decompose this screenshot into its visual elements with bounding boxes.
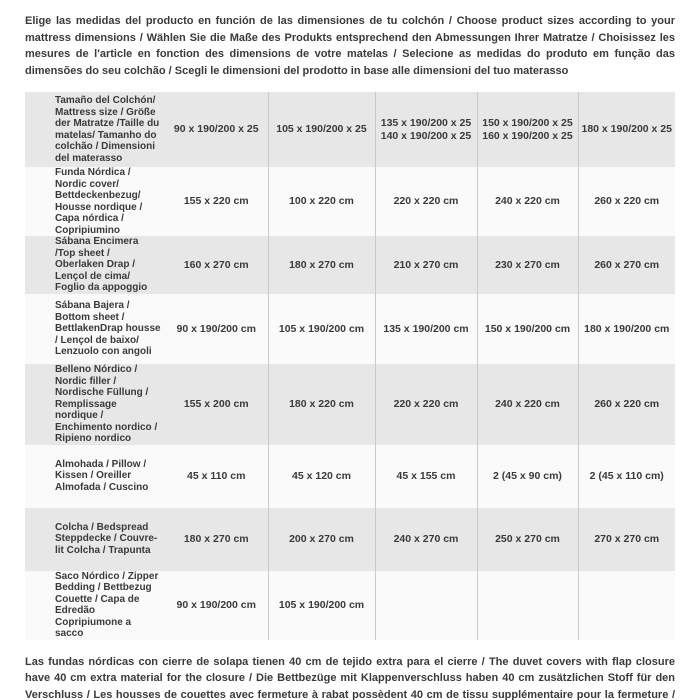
table-cell bbox=[476, 570, 578, 640]
table-cell: 90 x 190/200 cm bbox=[176, 322, 256, 335]
row-label: Belleno Nórdico / Nordic filler / Nordis… bbox=[55, 364, 158, 444]
row-label: Saco Nórdico / Zipper Bedding / Bettbezu… bbox=[55, 570, 159, 640]
table-cell: 105 x 190/200 cm bbox=[267, 570, 375, 640]
intro-text: Elige las medidas del producto en funció… bbox=[25, 15, 675, 77]
size-table: Tamaño del Colchón/ Mattress size / Größ… bbox=[25, 92, 675, 640]
table-row-nordic-filler: Belleno Nórdico / Nordic filler / Nordis… bbox=[25, 364, 675, 445]
table-cell: 180 x 190/200 x 25 bbox=[577, 92, 675, 167]
table-cell: 155 x 200 cm bbox=[183, 397, 249, 410]
table-cell: 150 x 190/200 x 25 160 x 190/200 x 25 bbox=[476, 92, 578, 167]
table-cell: 90 x 190/200 cm bbox=[176, 598, 256, 611]
table-row-top-sheet: Sábana Encimera /Top sheet / Oberlaken D… bbox=[25, 236, 675, 294]
table-cell: 45 x 155 cm bbox=[374, 444, 477, 508]
table-cell: 180 x 190/200 cm bbox=[577, 294, 675, 364]
table-row-bottom-sheet: Sábana Bajera / Bottom sheet / Bettlaken… bbox=[25, 294, 675, 364]
table-cell: 250 x 270 cm bbox=[476, 507, 578, 571]
table-cell: 210 x 270 cm bbox=[374, 236, 477, 294]
table-row-nordic-cover: Funda Nórdica / Nordic cover/ Bettdecken… bbox=[25, 167, 675, 236]
table-cell: 105 x 190/200 cm bbox=[267, 294, 375, 364]
table-cell: 160 x 270 cm bbox=[183, 258, 249, 271]
table-row-pillow: Almohada / Pillow / Kissen / Oreiller Al… bbox=[25, 444, 675, 508]
table-cell bbox=[374, 570, 477, 640]
table-cell: 220 x 220 cm bbox=[374, 167, 477, 236]
table-cell: 45 x 110 cm bbox=[187, 469, 246, 482]
table-cell: 200 x 270 cm bbox=[267, 507, 375, 571]
table-row-zipper-bedding: Saco Nórdico / Zipper Bedding / Bettbezu… bbox=[25, 570, 675, 640]
table-cell: 90 x 190/200 x 25 bbox=[173, 123, 259, 135]
table-cell: 2 (45 x 110 cm) bbox=[577, 444, 675, 508]
table-row-mattress-size: Tamaño del Colchón/ Mattress size / Größ… bbox=[25, 92, 675, 167]
flap-closure-note: Las fundas nórdicas con cierre de solapa… bbox=[25, 655, 675, 700]
table-cell: 270 x 270 cm bbox=[577, 507, 675, 571]
table-cell: 150 x 190/200 cm bbox=[476, 294, 578, 364]
table-cell: 155 x 220 cm bbox=[183, 195, 249, 207]
row-label: Almohada / Pillow / Kissen / Oreiller Al… bbox=[55, 458, 149, 493]
table-row-bedspread: Colcha / Bedspread Steppdecke / Couvre-l… bbox=[25, 507, 675, 571]
table-cell: 105 x 190/200 x 25 bbox=[267, 92, 375, 167]
row-label: Tamaño del Colchón/ Mattress size / Größ… bbox=[55, 95, 160, 164]
table-cell: 135 x 190/200 x 25 140 x 190/200 x 25 bbox=[374, 92, 477, 167]
table-cell: 180 x 270 cm bbox=[183, 532, 249, 545]
row-label: Colcha / Bedspread Steppdecke / Couvre-l… bbox=[55, 521, 158, 556]
table-cell: 260 x 270 cm bbox=[577, 236, 675, 294]
table-cell: 180 x 220 cm bbox=[267, 364, 375, 445]
table-cell: 260 x 220 cm bbox=[577, 364, 675, 445]
table-cell: 180 x 270 cm bbox=[267, 236, 375, 294]
row-label: Funda Nórdica / Nordic cover/ Bettdecken… bbox=[55, 167, 143, 236]
table-cell bbox=[577, 570, 675, 640]
table-cell: 100 x 220 cm bbox=[267, 167, 375, 236]
row-label: Sábana Bajera / Bottom sheet / Bettlaken… bbox=[55, 300, 161, 358]
table-cell: 260 x 220 cm bbox=[577, 167, 675, 236]
table-cell: 240 x 220 cm bbox=[476, 364, 578, 445]
row-label: Sábana Encimera /Top sheet / Oberlaken D… bbox=[55, 236, 148, 294]
table-cell: 2 (45 x 90 cm) bbox=[476, 444, 578, 508]
table-cell: 45 x 120 cm bbox=[267, 444, 375, 508]
table-cell: 240 x 220 cm bbox=[476, 167, 578, 236]
table-cell: 240 x 270 cm bbox=[374, 507, 477, 571]
table-cell: 135 x 190/200 cm bbox=[374, 294, 477, 364]
table-cell: 230 x 270 cm bbox=[476, 236, 578, 294]
table-cell: 220 x 220 cm bbox=[374, 364, 477, 445]
